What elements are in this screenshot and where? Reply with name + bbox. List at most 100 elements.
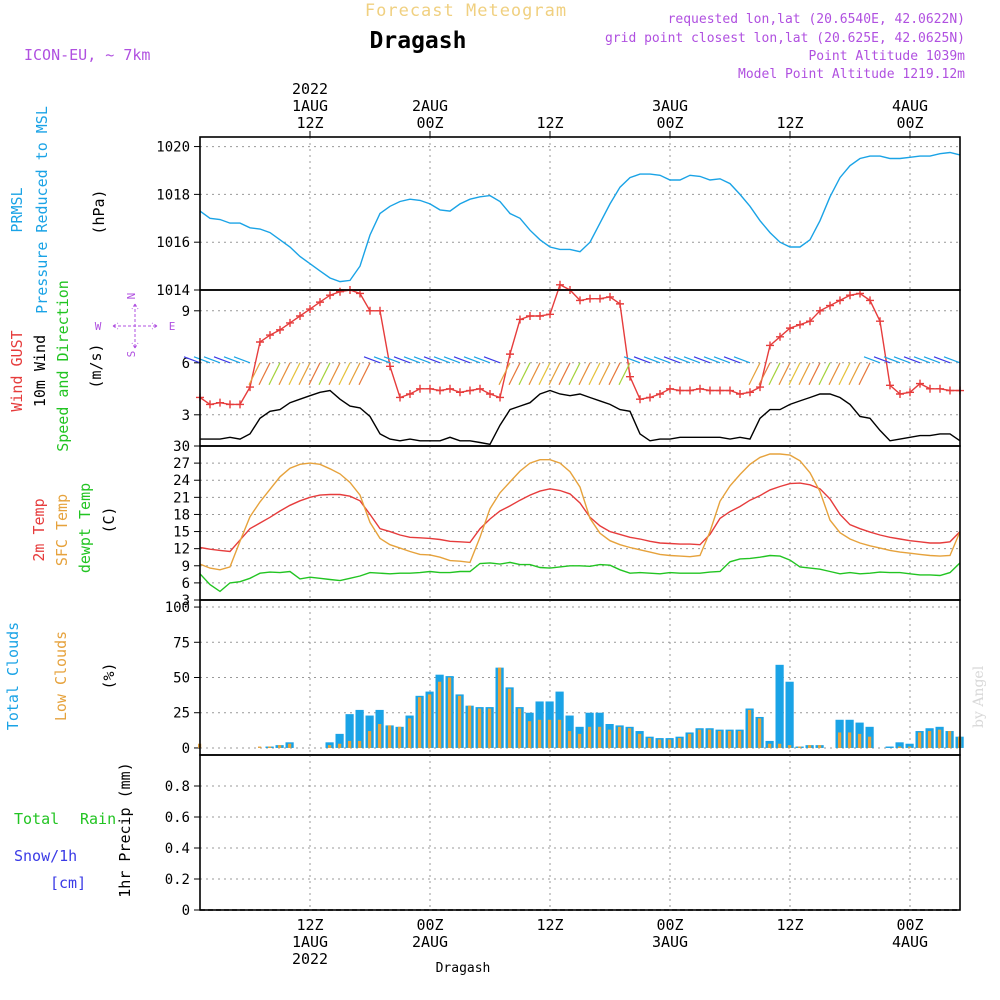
total-cloud-bar [905,743,914,748]
top-time-label: 00Z [416,114,443,132]
panel-precip: 0 0.2 0.4 0.6 0.8 [165,754,961,919]
wind-arrow [873,356,891,364]
gust-marker [436,386,444,395]
compass-e: E [169,320,176,333]
low-cloud-bar [388,725,392,748]
y-tick-label: 15 [173,525,190,541]
wind-arrow [828,362,841,386]
gust-marker [276,325,284,334]
total-cloud-bar [785,681,794,748]
low-cloud-bar [938,729,942,748]
wind-arrow [413,356,431,364]
wind-arrow [548,362,561,386]
low-cloud-bar [568,731,572,748]
pressure-msl-label: Pressure Reduced to MSL [33,106,51,314]
wind-arrow [768,362,781,386]
gust-marker [746,388,754,397]
gust-marker [866,296,874,305]
wind-arrow [508,362,521,386]
gust-marker [906,388,914,397]
total-cloud-bar [345,714,354,748]
wind-arrow [818,362,831,386]
panel-frame [199,445,961,601]
wind-arrow [278,362,291,386]
gust-marker [246,383,254,392]
low-cloud-bar [518,708,522,748]
bottom-time-label: 00Z [416,916,443,934]
low-cloud-bar [488,708,492,748]
gust-marker [596,294,604,303]
gust-marker [586,294,594,303]
gust-marker [736,390,744,398]
gust-marker [636,395,644,404]
y-tick-label: 100 [165,600,190,616]
wind-arrow [463,356,481,364]
low-cloud-bar [278,745,282,748]
gust-marker [756,383,764,392]
y-tick-label: 6 [182,576,190,592]
y-tick-label: 18 [173,507,190,523]
y-tick-label: 3 [182,408,190,424]
wind-arrow [538,362,551,386]
wind-arrow [443,356,461,364]
wind-arrow [643,356,661,364]
low-cloud-bar [428,694,432,748]
grid-point-coords: grid point closest lon,lat (20.625E, 42.… [605,31,965,46]
gust-marker [656,390,664,398]
gust-marker [456,388,464,397]
y-tick-label: 1020 [156,140,190,156]
clouds-unit-label: (%) [100,662,118,689]
wind-arrow [373,356,391,364]
wind-arrow [723,356,741,364]
y-tick-label: 0.6 [165,810,190,826]
low-cloud-bar [548,719,552,748]
gust-marker [916,379,924,388]
wind-arrow [483,356,501,364]
y-tick-label: 1016 [156,235,190,251]
gust-marker [766,341,774,350]
plot-area: 1014101610181020369369121518212427300255… [156,80,964,968]
panel-labels: PRMSL Pressure Reduced to MSL (hPa) Wind GU… [4,106,175,898]
y-tick-label: 1014 [156,283,190,299]
wind-arrow [183,356,201,364]
wind-arrow [588,362,601,386]
wind-arrow [423,356,441,364]
precip-unit-label: 1hr Precip (mm) [116,762,134,897]
bottom-time-label: 12Z [296,916,323,934]
requested-coords: requested lon,lat (20.6540E, 42.0622N) [668,12,965,27]
gust-marker [406,390,414,398]
low-cloud-bar [498,667,502,748]
gust-marker [466,386,474,395]
y-tick-label: 9 [182,559,190,575]
gust-marker [426,384,434,393]
gust-marker [936,384,944,393]
total-label: Total [14,810,59,828]
wind-arrow [863,356,881,364]
low-cloud-bar [708,729,712,748]
y-tick-label: 24 [173,473,190,489]
low-cloud-bar [418,697,422,748]
top-time-label: 12Z [536,114,563,132]
gust-marker [556,280,564,289]
low-cloud-bar [588,726,592,748]
compass-w: W [95,320,102,333]
wind-arrow [578,362,591,386]
wind-speed-dir-label: Speed and Direction [54,280,72,452]
low-cloud-bar [718,731,722,748]
bottom-time-label: 3AUG [652,933,688,951]
gust-marker [486,390,494,398]
low-cloud-bar [378,724,382,748]
low-cloud-bar [578,733,582,748]
low-cloud-bar [908,746,912,748]
top-time-label: 00Z [656,114,683,132]
total-cloud-bar [885,746,894,748]
gust-marker [776,332,784,341]
snow-unit-label: [cm] [50,874,86,892]
bottom-time-label: 2AUG [412,933,448,951]
gust-marker [206,400,214,409]
wind-arrow [608,362,621,386]
credit-label: by Angel [971,665,987,728]
wind-arrow [683,356,701,364]
panel-frame [199,289,961,447]
